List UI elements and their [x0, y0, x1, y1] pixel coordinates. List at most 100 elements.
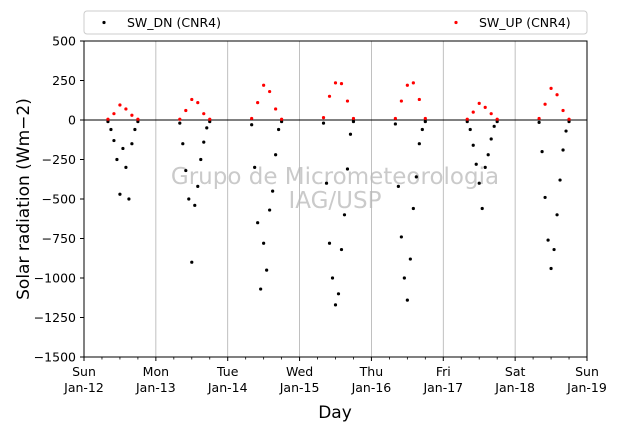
- x-tick-label-day: Sun: [72, 364, 96, 379]
- sw-up-point: [274, 107, 278, 111]
- sw-dn-point: [399, 235, 403, 239]
- sw-dn-point: [402, 276, 406, 280]
- sw-up-point: [184, 108, 188, 113]
- y-tick-label: −750: [42, 231, 76, 246]
- sw-up-point: [471, 110, 475, 114]
- sw-dn-point: [408, 257, 412, 261]
- sw-up-point: [333, 81, 338, 85]
- sw-dn-point: [339, 247, 344, 252]
- sw-dn-point: [477, 181, 481, 185]
- sw-dn-point: [280, 119, 284, 124]
- watermark-line-2: IAG/USP: [289, 188, 382, 214]
- sw-dn-point: [552, 247, 556, 252]
- sw-up-point: [495, 117, 499, 121]
- sw-dn-point: [274, 153, 278, 157]
- legend: SW_DN (CNR4) SW_UP (CNR4): [83, 10, 588, 35]
- x-tick-label-day: Sat: [505, 364, 526, 379]
- sw-dn-point: [181, 142, 185, 146]
- x-tick-label-date: Jan-15: [279, 380, 320, 395]
- sw-up-point: [262, 83, 266, 87]
- sw-dn-point: [483, 165, 487, 169]
- x-tick-label-day: Sun: [575, 364, 599, 379]
- sw-up-point: [202, 112, 206, 116]
- y-axis: 500 250 0 −250 −500 −750 −1000 −1250 −1500: [34, 34, 84, 365]
- sw-up-point: [321, 116, 326, 120]
- sw-dn-point: [333, 303, 338, 307]
- sw-dn-point: [549, 266, 553, 271]
- y-axis-title: Solar radiation (Wm−2): [14, 98, 34, 300]
- legend-label-sw-up: SW_UP (CNR4): [479, 15, 571, 30]
- y-tick-label: −1250: [34, 310, 76, 325]
- sw-dn-point: [121, 146, 125, 151]
- sw-dn-point: [324, 181, 329, 185]
- sw-dn-point: [423, 119, 427, 124]
- sw-dn-point: [543, 195, 547, 200]
- x-tick-label-day: Thu: [359, 364, 383, 379]
- sw-up-point: [339, 82, 344, 86]
- sw-dn-point: [495, 119, 499, 124]
- watermark-line-1: Grupo de Micrometeorologia: [171, 164, 499, 190]
- sw-up-point: [112, 112, 116, 116]
- sw-up-point: [393, 116, 397, 121]
- x-tick-label-day: Mon: [143, 364, 169, 379]
- sw-dn-point: [112, 138, 116, 143]
- sw-dn-point: [330, 276, 335, 280]
- sw-dn-point: [199, 157, 203, 162]
- y-tick-label: −500: [42, 192, 76, 207]
- sw-dn-point: [321, 121, 326, 125]
- sw-dn-point: [106, 119, 110, 124]
- sw-dn-point: [250, 123, 254, 127]
- x-tick-label-date: Jan-12: [63, 380, 104, 395]
- y-tick-label: −1500: [34, 350, 76, 365]
- sw-dn-point: [196, 184, 200, 188]
- sw-dn-point: [109, 127, 113, 132]
- sw-dn-point: [178, 121, 182, 125]
- sw-dn-point: [348, 132, 353, 136]
- sw-dn-point: [564, 129, 568, 133]
- sw-dn-point: [262, 241, 266, 245]
- sw-dn-point: [336, 292, 341, 296]
- sw-up-point: [196, 101, 200, 105]
- sw-up-point: [136, 117, 140, 121]
- sw-dn-point: [187, 197, 191, 201]
- sw-dn-point: [208, 119, 212, 124]
- sw-up-point: [106, 117, 110, 121]
- sw-dn-point: [345, 167, 350, 171]
- y-tick-label: −250: [42, 152, 76, 167]
- sw-dn-point: [492, 124, 496, 128]
- sw-up-point: [555, 93, 559, 97]
- sw-up-point: [345, 99, 350, 103]
- sw-up-point: [477, 101, 481, 106]
- grid-lines: [155, 41, 516, 357]
- sw-dn-point: [136, 119, 140, 124]
- sw-dn-point: [265, 268, 269, 272]
- sw-dn-point: [118, 192, 122, 196]
- sw-dn-point: [480, 206, 484, 211]
- x-tick-label-date: Jan-18: [494, 380, 535, 395]
- sw-dn-point: [486, 153, 490, 157]
- sw-dn-point: [414, 175, 418, 179]
- sw-dn-point: [202, 140, 206, 144]
- sw-up-point: [411, 81, 415, 85]
- x-axis: SunJan-12MonJan-13TueJan-14WedJan-15ThuJ…: [63, 357, 607, 395]
- sw-up-point: [256, 101, 260, 105]
- sw-dn-point: [546, 238, 550, 242]
- sw-dn-point: [567, 119, 571, 124]
- legend-marker-sw-dn: [102, 20, 106, 25]
- sw-up-point: [549, 86, 553, 90]
- sw-up-point: [537, 116, 541, 121]
- sw-dn-point: [393, 122, 397, 126]
- x-tick-label-day: Tue: [216, 364, 239, 379]
- sw-dn-point: [205, 126, 209, 130]
- sw-up-point: [351, 116, 356, 121]
- sw-dn-point: [537, 120, 541, 124]
- x-tick-label-date: Jan-13: [135, 380, 176, 395]
- sw-dn-point: [259, 287, 263, 291]
- sw-up-point: [178, 117, 182, 121]
- sw-dn-point: [411, 206, 415, 211]
- sw-dn-point: [193, 203, 197, 207]
- sw-dn-point: [184, 168, 188, 173]
- x-tick-label-date: Jan-16: [351, 380, 392, 395]
- x-tick-label-date: Jan-17: [422, 380, 463, 395]
